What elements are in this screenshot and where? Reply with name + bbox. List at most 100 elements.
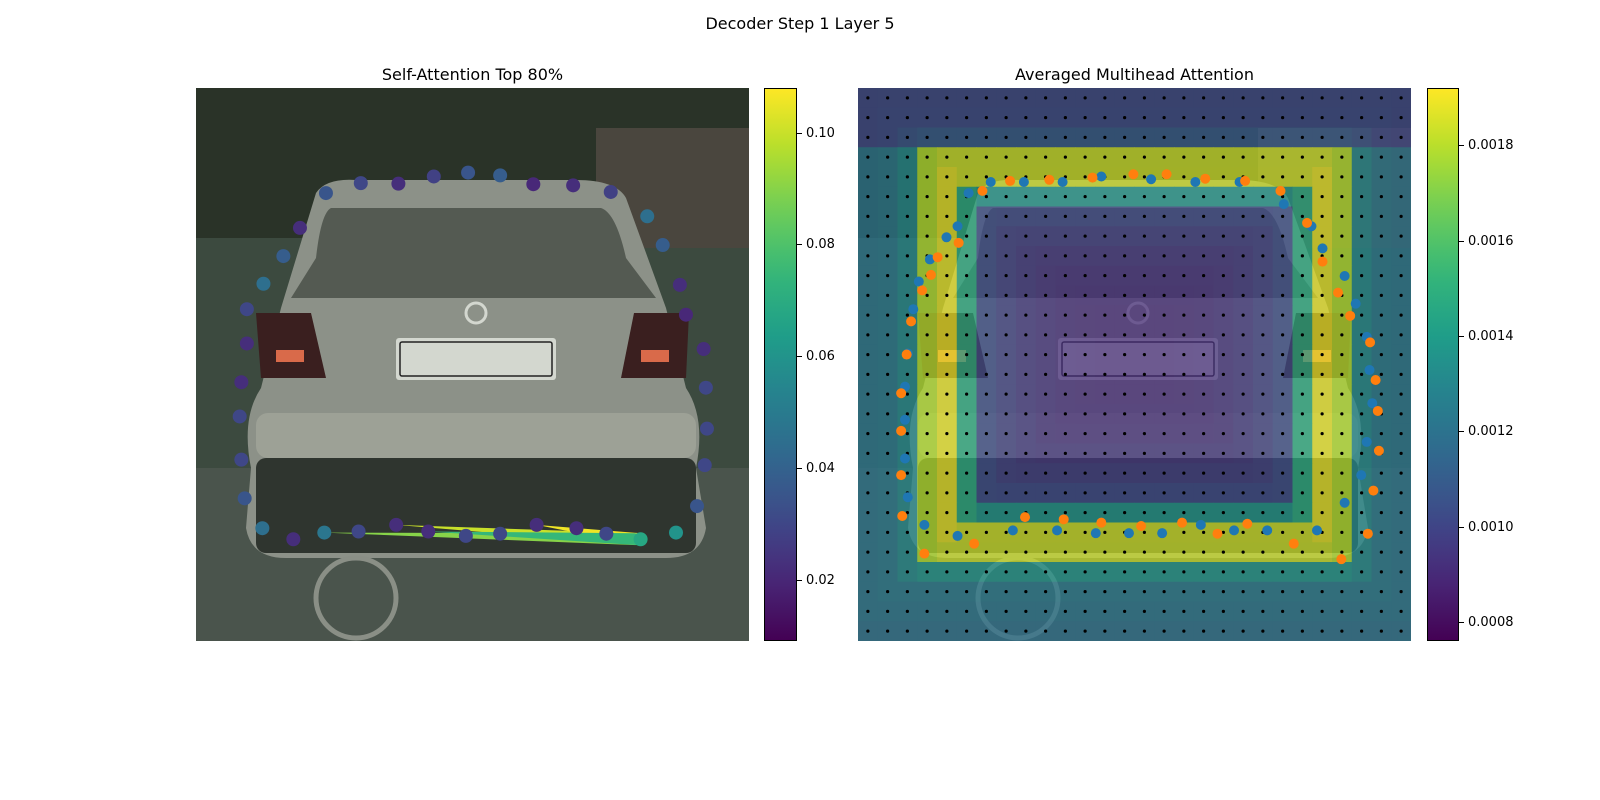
sample-point-s0-31 <box>900 453 911 464</box>
vertex-point-12 <box>239 302 254 317</box>
sample-point-s1-28 <box>969 538 980 549</box>
vertex-point-33 <box>421 524 436 539</box>
vertex-point-9 <box>292 220 307 235</box>
sample-point-s0-24 <box>1123 528 1134 539</box>
colorbar-tick-mark <box>797 356 802 357</box>
sample-point-s0-10 <box>1317 243 1328 254</box>
attention-link-3 <box>428 531 641 546</box>
sample-point-s1-34 <box>901 349 912 360</box>
colorbar-tick-label: 0.0016 <box>1468 234 1514 249</box>
sample-point-s1-21 <box>1242 518 1253 529</box>
colorbar-tick-label: 0.0018 <box>1468 138 1514 153</box>
vertex-point-4 <box>461 165 476 180</box>
sample-point-s1-33 <box>896 388 907 399</box>
colorbar-tick-label: 0.0010 <box>1468 520 1514 535</box>
vertex-point-24 <box>696 342 711 357</box>
sample-point-s1-5 <box>1161 169 1172 180</box>
vertex-point-20 <box>640 209 655 224</box>
colorbar-tick-mark <box>1459 431 1464 432</box>
vertex-point-37 <box>569 521 584 536</box>
vertex-point-32 <box>389 517 404 532</box>
colorbar-tick-label: 0.06 <box>806 349 835 364</box>
colorbar-tick-label: 0.0012 <box>1468 424 1514 439</box>
sample-point-s1-10 <box>1317 256 1328 267</box>
sample-point-s1-20 <box>1288 538 1299 549</box>
vertex-point-10 <box>276 249 291 264</box>
colorbar-tick-mark <box>797 244 802 245</box>
sample-point-s0-21 <box>1229 525 1240 536</box>
sample-point-s0-16 <box>1361 436 1372 447</box>
sample-point-s0-2 <box>1018 177 1029 188</box>
vertex-point-36 <box>529 517 544 532</box>
vertex-point-3 <box>426 169 441 184</box>
vertex-point-30 <box>317 525 332 540</box>
sample-point-s1-23 <box>1177 517 1188 528</box>
vertex-point-21 <box>655 238 670 253</box>
left-panel-title: Self-Attention Top 80% <box>381 65 564 84</box>
vertex-point-14 <box>234 375 249 390</box>
sample-point-s1-17 <box>1368 485 1379 496</box>
sample-point-s1-22 <box>1212 528 1223 539</box>
colorbar-tick-mark <box>1459 336 1464 337</box>
multihead-attention-panel <box>858 88 1411 641</box>
vertex-point-29 <box>669 525 684 540</box>
sample-point-s0-39 <box>952 221 963 232</box>
sample-point-s0-20 <box>1262 525 1273 536</box>
sample-point-s1-25 <box>1096 517 1107 528</box>
vertex-point-28 <box>690 499 705 514</box>
vertex-point-34 <box>458 528 473 543</box>
sample-point-s0-15 <box>1367 398 1378 409</box>
colorbar-tick-mark <box>1459 527 1464 528</box>
vertex-point-27 <box>697 458 712 473</box>
vertex-point-19 <box>286 532 301 547</box>
sample-point-s0-30 <box>902 492 913 503</box>
sample-point-s1-11 <box>1333 287 1344 298</box>
sample-point-s0-6 <box>1190 177 1201 188</box>
sample-point-s0-17 <box>1356 470 1367 481</box>
sample-point-s0-38 <box>941 232 952 243</box>
car-photo-background <box>196 88 749 641</box>
sample-point-s0-14 <box>1364 365 1375 376</box>
colorbar-tick-mark <box>797 133 802 134</box>
sample-point-s1-1 <box>1005 175 1016 186</box>
sample-point-s0-5 <box>1146 174 1157 185</box>
colorbar-tick-label: 0.02 <box>806 573 835 588</box>
sample-point-s1-27 <box>1020 512 1031 523</box>
vertex-point-23 <box>678 307 693 322</box>
colorbar-tick-mark <box>1459 145 1464 146</box>
sample-point-s1-14 <box>1370 374 1381 385</box>
vertex-point-31 <box>351 524 366 539</box>
self-attention-plot <box>196 88 749 641</box>
vertex-point-1 <box>353 176 368 191</box>
query-grid-dots <box>866 96 1403 633</box>
vertex-point-5 <box>493 168 508 183</box>
vertex-point-0 <box>318 186 333 201</box>
sample-point-s0-27 <box>1007 525 1018 536</box>
sample-point-s1-26 <box>1058 514 1069 525</box>
sample-point-s1-12 <box>1345 310 1356 321</box>
sample-point-s0-36 <box>913 276 924 287</box>
sample-point-s1-2 <box>1044 174 1055 185</box>
sample-point-s1-4 <box>1128 169 1139 180</box>
sample-point-s0-26 <box>1052 525 1063 536</box>
vertex-point-6 <box>526 177 541 192</box>
vertex-point-39 <box>633 532 648 547</box>
vertex-point-35 <box>493 526 508 541</box>
right-panel-title: Averaged Multihead Attention <box>1015 65 1254 84</box>
sample-point-s1-36 <box>917 285 928 296</box>
vertex-point-18 <box>255 521 270 536</box>
colorbar-tick-label: 0.10 <box>806 126 835 141</box>
sample-point-s1-6 <box>1200 173 1211 184</box>
vertex-point-25 <box>698 380 713 395</box>
vertex-point-13 <box>239 336 254 351</box>
sample-point-s0-28 <box>952 530 963 541</box>
vertex-point-7 <box>566 178 581 193</box>
vertex-point-15 <box>232 409 247 424</box>
vertex-point-38 <box>599 526 614 541</box>
colorbar-tick-mark <box>797 468 802 469</box>
sample-point-s0-8 <box>1278 199 1289 210</box>
vertex-point-16 <box>234 452 249 467</box>
sample-point-s1-13 <box>1365 337 1376 348</box>
colorbar-tick-label: 0.0008 <box>1468 615 1514 630</box>
colorbar-tick-label: 0.04 <box>806 461 835 476</box>
